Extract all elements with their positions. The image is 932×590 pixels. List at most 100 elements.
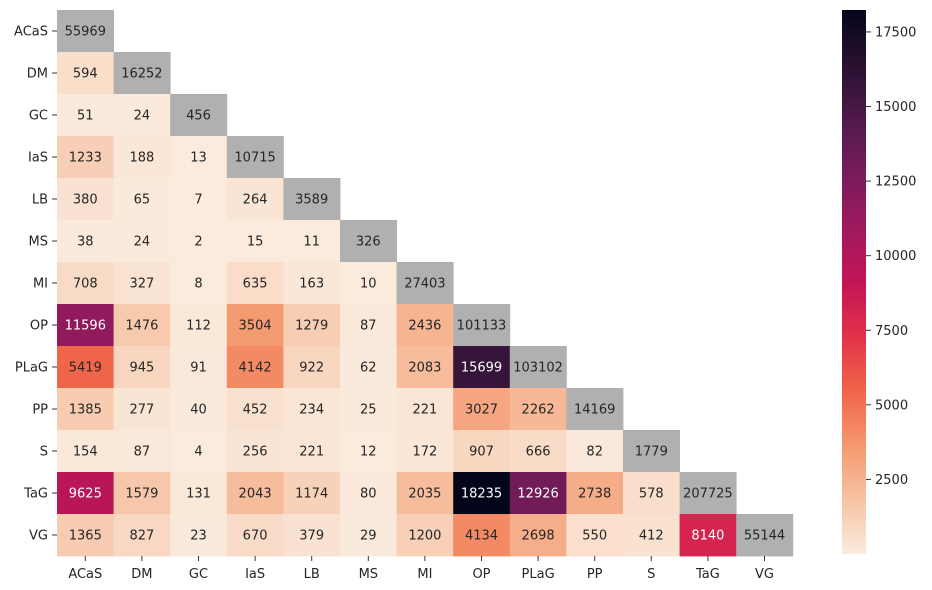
y-tick-label: MI bbox=[33, 277, 48, 292]
heatmap-cell bbox=[113, 262, 171, 305]
heatmap-cell bbox=[509, 430, 567, 473]
heatmap-cell bbox=[226, 136, 284, 179]
heatmap-cell bbox=[170, 430, 228, 473]
cell-value-label: 12926 bbox=[517, 487, 558, 502]
cell-value-label: 23 bbox=[190, 529, 207, 544]
cell-value-label: 1385 bbox=[69, 403, 102, 418]
cell-value-label: 24 bbox=[134, 109, 151, 124]
cell-value-label: 12 bbox=[360, 445, 377, 460]
heatmap-cell bbox=[566, 388, 624, 431]
cell-value-label: 9625 bbox=[69, 487, 102, 502]
cell-value-label: 264 bbox=[243, 193, 268, 208]
x-tick-label: PLaG bbox=[522, 567, 555, 582]
cell-value-label: 221 bbox=[412, 403, 437, 418]
cell-value-label: 3027 bbox=[465, 403, 498, 418]
heatmap-cells bbox=[57, 10, 794, 557]
heatmap-cell bbox=[113, 514, 171, 557]
cell-value-label: 87 bbox=[134, 445, 151, 460]
heatmap-cell bbox=[283, 346, 341, 389]
y-tick-label: LB bbox=[32, 193, 48, 208]
heatmap-cell bbox=[226, 178, 284, 221]
cell-value-label: 2738 bbox=[578, 487, 611, 502]
cell-value-label: 380 bbox=[73, 193, 98, 208]
cell-value-label: 82 bbox=[586, 445, 603, 460]
cell-value-label: 2043 bbox=[239, 487, 272, 502]
cell-value-label: 55969 bbox=[65, 25, 106, 40]
heatmap-cell bbox=[170, 346, 228, 389]
cell-value-label: 16252 bbox=[121, 67, 162, 82]
heatmap-cell bbox=[226, 262, 284, 305]
heatmap-cell bbox=[453, 388, 511, 431]
cell-value-label: 1200 bbox=[408, 529, 441, 544]
x-tick-label: OP bbox=[472, 567, 490, 582]
heatmap-cell bbox=[340, 346, 397, 389]
colorbar: 2500 5000 7500 10000 12500 15000 17500 bbox=[842, 10, 916, 554]
cell-value-label: 2 bbox=[194, 235, 202, 250]
cell-value-label: 62 bbox=[360, 361, 377, 376]
cell-value-label: 11 bbox=[303, 235, 320, 250]
cell-value-label: 87 bbox=[360, 319, 377, 334]
heatmap-cell bbox=[340, 514, 397, 557]
heatmap-cell bbox=[509, 472, 567, 515]
cell-value-label: 945 bbox=[129, 361, 154, 376]
heatmap-cell bbox=[340, 220, 397, 263]
heatmap-cell bbox=[283, 430, 341, 473]
cell-value-label: 25 bbox=[360, 403, 377, 418]
heatmap-cell bbox=[57, 262, 114, 305]
heatmap-cell bbox=[57, 304, 114, 347]
heatmap-cell bbox=[396, 472, 454, 515]
cell-value-label: 10 bbox=[360, 277, 377, 292]
y-tick-label: DM bbox=[27, 67, 48, 82]
cell-value-label: 326 bbox=[356, 235, 381, 250]
heatmap-cell bbox=[170, 220, 228, 263]
heatmap-cell bbox=[57, 136, 114, 179]
x-tick-label: MS bbox=[359, 567, 378, 582]
heatmap-cell bbox=[226, 346, 284, 389]
heatmap-cell bbox=[340, 304, 397, 347]
heatmap-cell bbox=[283, 262, 341, 305]
heatmap-cell bbox=[113, 472, 171, 515]
cell-value-label: 456 bbox=[186, 109, 211, 124]
heatmap-cell bbox=[113, 178, 171, 221]
cell-value-label: 550 bbox=[582, 529, 607, 544]
cell-value-label: 13 bbox=[190, 151, 207, 166]
colorbar-tick-label: 15000 bbox=[875, 100, 916, 115]
x-tick-label: PP bbox=[587, 567, 603, 582]
cell-value-label: 101133 bbox=[457, 319, 507, 334]
colorbar-tick-label: 17500 bbox=[875, 25, 916, 40]
heatmap-cell bbox=[113, 388, 171, 431]
colorbar-tick-label: 5000 bbox=[875, 398, 908, 413]
cell-value-label: 207725 bbox=[683, 487, 733, 502]
x-tick-label: TaG bbox=[695, 567, 720, 582]
heatmap-cell bbox=[396, 388, 454, 431]
heatmap-cell bbox=[226, 388, 284, 431]
cell-value-label: 2698 bbox=[522, 529, 555, 544]
heatmap-cell bbox=[57, 52, 114, 95]
cell-value-label: 1579 bbox=[125, 487, 158, 502]
cell-value-label: 666 bbox=[526, 445, 551, 460]
heatmap-cell bbox=[226, 304, 284, 347]
heatmap-cell bbox=[113, 94, 171, 137]
heatmap-cell bbox=[226, 514, 284, 557]
colorbar-tick-label: 2500 bbox=[875, 473, 908, 488]
cell-value-label: 2035 bbox=[408, 487, 441, 502]
cell-value-label: 594 bbox=[73, 67, 98, 82]
y-tick-label: IaS bbox=[28, 151, 48, 166]
heatmap-cell bbox=[170, 94, 228, 137]
heatmap-cell bbox=[113, 220, 171, 263]
y-tick-label: S bbox=[40, 445, 48, 460]
heatmap-cell bbox=[170, 472, 228, 515]
heatmap-cell bbox=[509, 346, 567, 389]
heatmap-cell bbox=[57, 430, 114, 473]
heatmap-cell bbox=[283, 388, 341, 431]
heatmap-cell bbox=[396, 514, 454, 557]
cell-value-label: 131 bbox=[186, 487, 211, 502]
cell-value-label: 8140 bbox=[691, 529, 724, 544]
heatmap-cell bbox=[679, 472, 737, 515]
cell-value-label: 3589 bbox=[295, 193, 328, 208]
cell-value-label: 5419 bbox=[69, 361, 102, 376]
x-tick-label: LB bbox=[304, 567, 320, 582]
x-axis: ACaS DM GC IaS LB MS MI OP PLaG PP S TaG VG bbox=[68, 556, 774, 582]
